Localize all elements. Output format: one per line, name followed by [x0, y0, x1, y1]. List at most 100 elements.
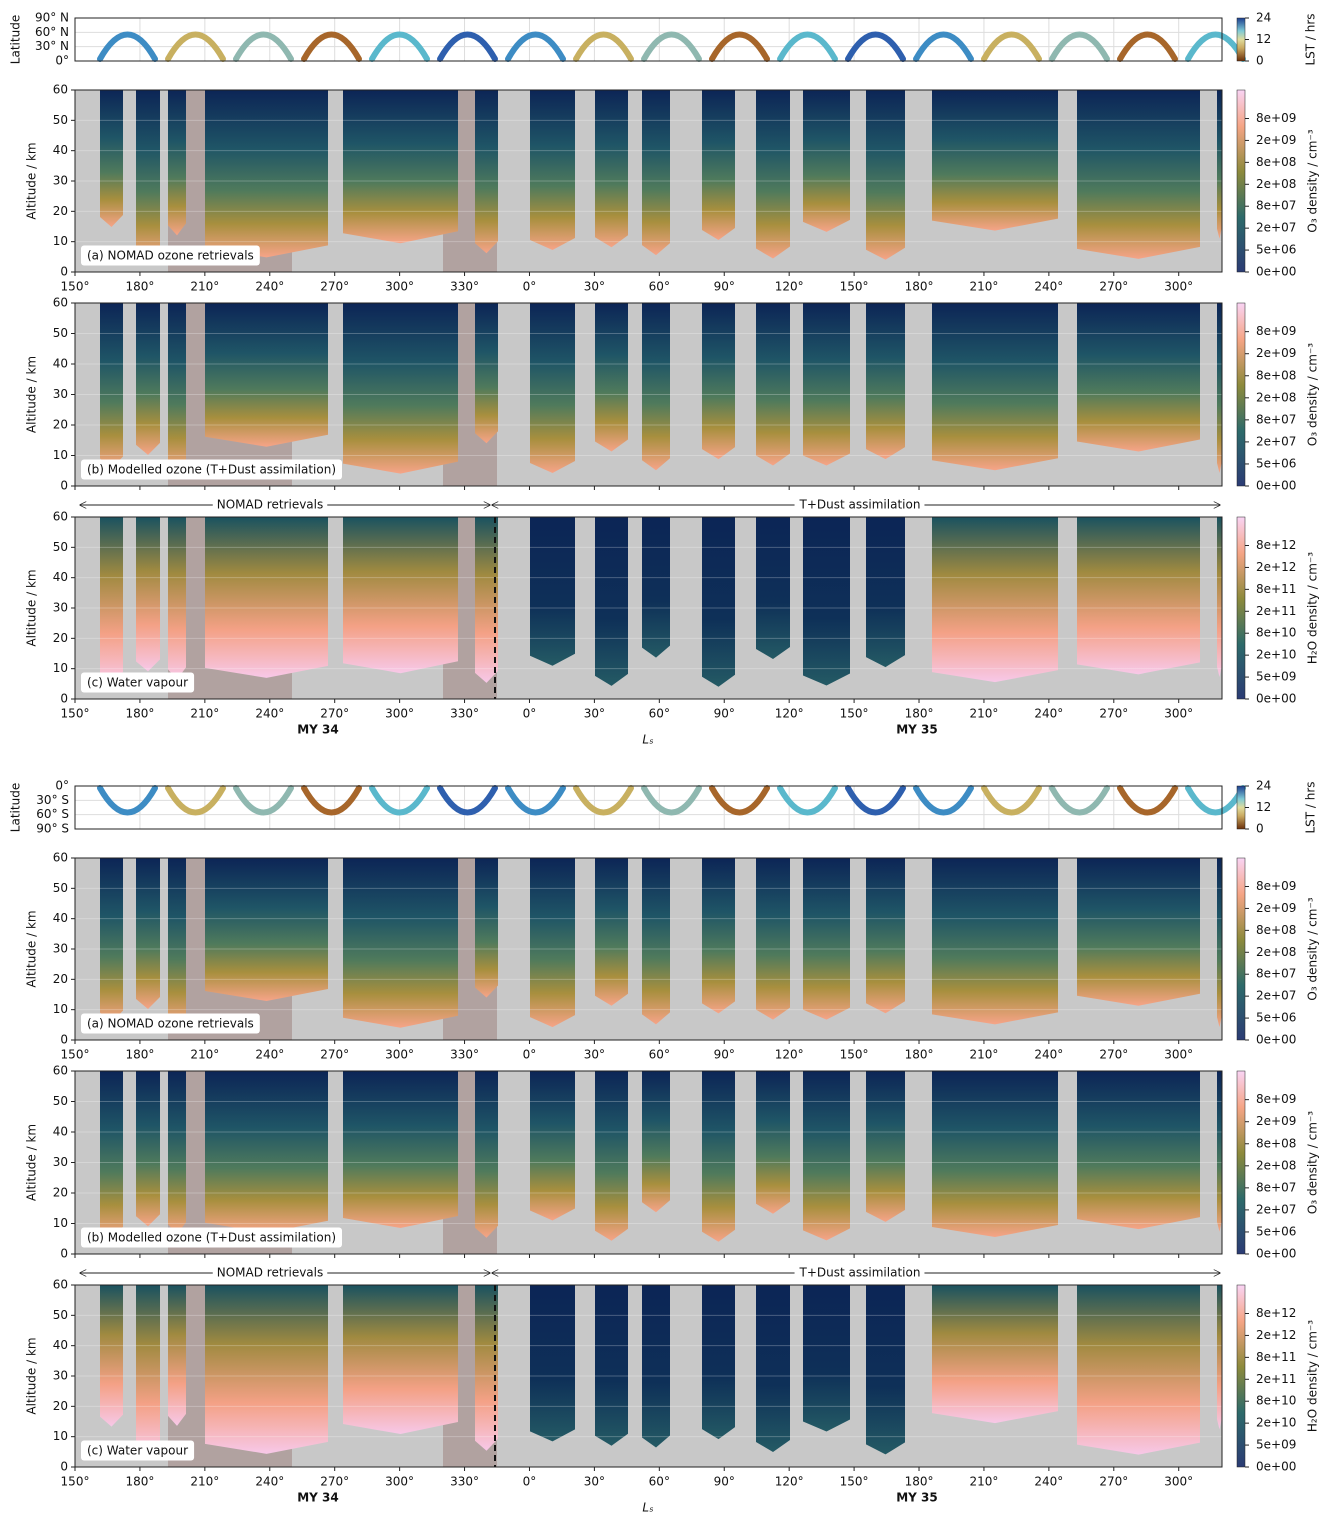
colorbar-tick-label: 8e+07	[1256, 967, 1296, 981]
observation-column	[343, 303, 458, 474]
orbit-track	[1117, 785, 1178, 816]
x-tick-label: 270°	[1099, 1475, 1128, 1489]
y-tick-label: 20	[53, 972, 68, 986]
x-tick-label: 300°	[385, 280, 414, 294]
colorbar-tick-label: 2e+10	[1256, 648, 1296, 662]
colorbar-tick-label: 0e+00	[1256, 265, 1296, 279]
x-tick-label: 0°	[523, 1048, 537, 1062]
x-tick-label: 150°	[840, 707, 869, 721]
x-tick-label: 330°	[450, 1475, 479, 1489]
latitude-frame	[74, 17, 1223, 62]
y-tick-label: 20	[53, 418, 68, 432]
colorbar-tick-label: 2e+10	[1256, 1416, 1296, 1430]
orbit-track	[1117, 31, 1178, 62]
x-tick-label: 180°	[125, 280, 154, 294]
x-tick-label: 0°	[523, 707, 537, 721]
colorbar	[1236, 1284, 1246, 1468]
observation-column	[136, 303, 160, 455]
x-tick-label: 0°	[523, 280, 537, 294]
x-tick-label: 180°	[125, 707, 154, 721]
y-tick-label: 50	[53, 113, 68, 127]
colorbar-tick-label: 2e+12	[1256, 1328, 1296, 1342]
orbit-track	[777, 31, 838, 62]
colorbar-tick-label: 8e+12	[1256, 1306, 1296, 1320]
colorbar-tick-label: 8e+11	[1256, 582, 1296, 596]
colorbar-tick-label: 2e+12	[1256, 560, 1296, 574]
x-tick-label: 240°	[255, 1475, 284, 1489]
colorbar-tick-label: 0e+00	[1256, 1460, 1296, 1474]
orbit-track	[845, 785, 906, 816]
y-axis-label: Altitude / km	[25, 1337, 39, 1414]
colorbar-tick-label: 2e+07	[1256, 221, 1296, 235]
colorbar-tick-label: 5e+09	[1256, 670, 1296, 684]
observation-column	[803, 90, 850, 232]
era-label-bg	[794, 497, 925, 512]
observation-column	[530, 303, 575, 474]
colorbar-tick-label: 2e+11	[1256, 1372, 1296, 1386]
observation-column	[595, 1071, 628, 1241]
panel-label-box	[81, 672, 195, 693]
colorbar-label: LST / hrs	[1304, 781, 1318, 833]
observation-column	[100, 303, 123, 469]
y-tick-label: 50	[53, 881, 68, 895]
colorbar-tick-label: 2e+09	[1256, 1114, 1296, 1128]
colorbar-tick-label: 8e+11	[1256, 1350, 1296, 1364]
x-tick-label: 30°	[584, 1475, 605, 1489]
observation-column	[702, 303, 735, 460]
panel-frame	[74, 1070, 1223, 1255]
observation-column	[642, 303, 670, 471]
orbit-track	[97, 31, 158, 62]
observation-column	[475, 517, 498, 683]
era-label-bg	[212, 1265, 328, 1280]
observation-column	[866, 303, 905, 460]
colorbar-tick-label: 24	[1256, 11, 1271, 25]
y-tick-label: 30	[53, 174, 68, 188]
x-tick-label: 270°	[320, 1475, 349, 1489]
y-tick-label: 20	[53, 1186, 68, 1200]
y-tick-label: 30° S	[36, 793, 69, 807]
orbit-track	[913, 785, 974, 816]
colorbar-tick-label: 8e+12	[1256, 538, 1296, 552]
orbit-track	[301, 785, 362, 816]
colorbar-tick-label: 5e+06	[1256, 1011, 1296, 1025]
colorbar-label: O₃ density / cm⁻³	[1306, 343, 1320, 446]
panel-label: (c) Water vapour	[87, 676, 188, 690]
orbit-track	[1049, 785, 1110, 816]
y-tick-label: 10	[53, 1429, 68, 1443]
x-tick-label: 60°	[649, 707, 670, 721]
x-tick-label: 240°	[1034, 1048, 1063, 1062]
orbit-track	[709, 785, 770, 816]
observation-column	[100, 858, 123, 1023]
observation-column	[475, 1071, 498, 1238]
x-tick-label: 300°	[1164, 280, 1193, 294]
observation-column	[866, 858, 905, 1014]
x-tick-label: 300°	[385, 1048, 414, 1062]
x-tick-label: 210°	[190, 280, 219, 294]
observation-column	[475, 858, 498, 998]
observation-column	[642, 1285, 670, 1448]
x-tick-label: 330°	[450, 707, 479, 721]
observation-column	[595, 303, 628, 452]
observation-column	[530, 90, 575, 250]
x-tick-label: 120°	[775, 1048, 804, 1062]
era-label: T+Dust assimilation	[799, 498, 921, 512]
observation-column	[168, 1071, 186, 1235]
observation-column	[343, 90, 458, 244]
panel-label-box	[81, 1227, 343, 1248]
y-tick-label: 0	[60, 1033, 68, 1047]
x-tick-label: 210°	[969, 280, 998, 294]
y-tick-label: 20	[53, 631, 68, 645]
observation-column	[756, 1285, 790, 1452]
y-tick-label: 0°	[55, 779, 69, 793]
observation-column	[803, 303, 850, 466]
x-tick-label: 300°	[1164, 707, 1193, 721]
colorbar-tick-label: 0e+00	[1256, 692, 1296, 706]
y-tick-label: 30	[53, 942, 68, 956]
y-tick-label: 10	[53, 1216, 68, 1230]
x-tick-label: 300°	[1164, 1475, 1193, 1489]
x-tick-label: 120°	[775, 707, 804, 721]
y-tick-label: 90° N	[35, 11, 69, 25]
observation-column	[343, 1285, 458, 1435]
y-tick-label: 0	[60, 692, 68, 706]
x-tick-label: 210°	[969, 1048, 998, 1062]
